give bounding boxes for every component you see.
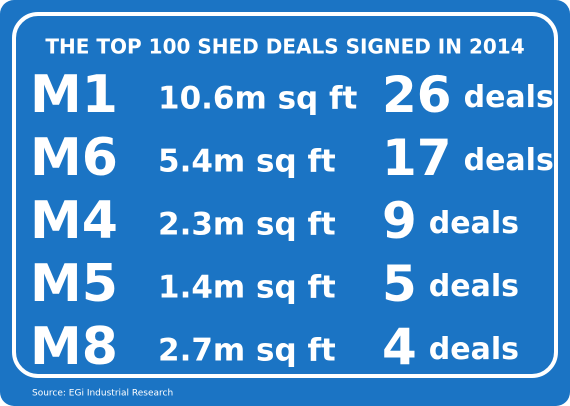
motorway: M6	[30, 128, 118, 188]
deal-count: 5	[382, 255, 417, 313]
deal-unit: deals	[464, 80, 554, 115]
deal-unit: deals	[429, 332, 519, 367]
motorway: M4	[30, 191, 118, 251]
deal-unit: deals	[429, 269, 519, 304]
deals: 4 deals	[382, 318, 519, 376]
deal-count: 26	[382, 66, 452, 124]
deal-count: 17	[382, 129, 452, 187]
floor-space: 1.4m sq ft	[158, 270, 336, 306]
deal-unit: deals	[429, 206, 519, 241]
floor-space: 5.4m sq ft	[158, 144, 336, 180]
title: THE TOP 100 SHED DEALS SIGNED IN 2014	[45, 35, 524, 59]
floor-space: 2.3m sq ft	[158, 207, 336, 243]
deals: 9 deals	[382, 192, 519, 250]
motorway: M5	[30, 254, 118, 314]
deal-count: 9	[382, 192, 417, 250]
source: Source: EGi Industrial Research	[32, 389, 173, 399]
motorway: M8	[30, 317, 118, 377]
deals: 5 deals	[382, 255, 519, 313]
deals: 26 deals	[382, 66, 554, 124]
sign-border	[12, 12, 558, 378]
deals: 17 deals	[382, 129, 554, 187]
deal-count: 4	[382, 318, 417, 376]
motorway: M1	[30, 65, 118, 125]
floor-space: 2.7m sq ft	[158, 333, 336, 369]
deal-unit: deals	[464, 143, 554, 178]
floor-space: 10.6m sq ft	[158, 81, 358, 117]
